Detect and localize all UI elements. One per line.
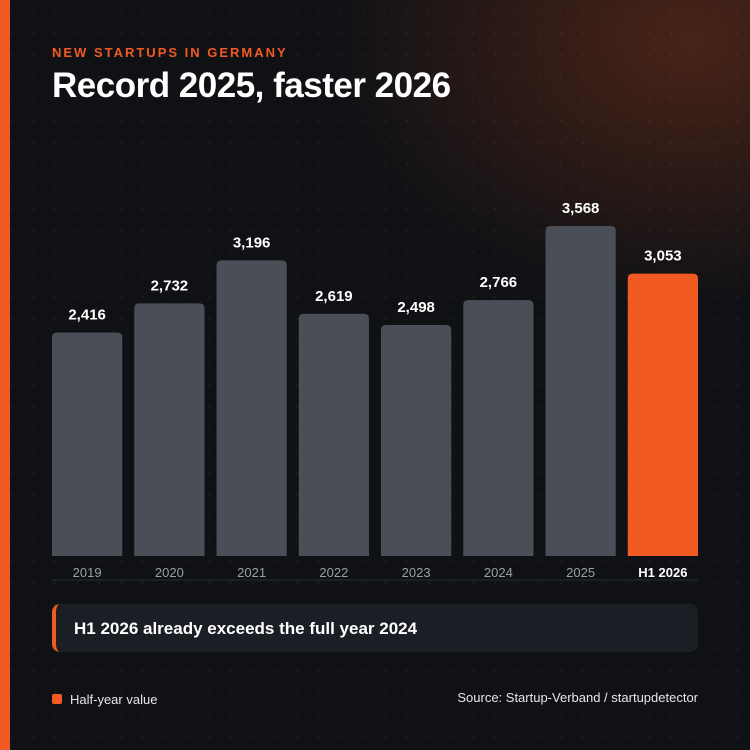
x-tick-label: H1 2026 bbox=[638, 565, 687, 580]
x-tick-label: 2025 bbox=[566, 565, 595, 580]
bar-2023 bbox=[381, 324, 452, 556]
data-label: 2,732 bbox=[151, 277, 189, 294]
callout-box: H1 2026 already exceeds the full year 20… bbox=[52, 604, 698, 652]
bar-2020 bbox=[134, 303, 205, 556]
data-label: 2,766 bbox=[480, 274, 518, 291]
chart-title: Record 2025, faster 2026 bbox=[52, 66, 451, 105]
source-note: Source: Startup-Verband / startupdetecto… bbox=[457, 690, 698, 705]
bar-chart: 2,416 2019 2,732 2020 3,196 2021 2,619 2022 2,49… bbox=[52, 200, 698, 581]
chart-kicker: NEW STARTUPS IN GERMANY bbox=[52, 45, 288, 60]
data-label: 3,053 bbox=[644, 248, 682, 265]
data-label: 3,568 bbox=[562, 200, 600, 217]
callout-text: H1 2026 already exceeds the full year 20… bbox=[74, 619, 418, 638]
legend: Half-year value bbox=[52, 690, 157, 708]
legend-label: Half-year value bbox=[70, 691, 158, 707]
data-label: 3,196 bbox=[233, 234, 271, 251]
data-label: 2,416 bbox=[68, 307, 106, 324]
bar-2025 bbox=[545, 226, 616, 556]
x-tick-label: 2023 bbox=[402, 565, 431, 580]
bar-2022 bbox=[298, 313, 369, 556]
accent-strip bbox=[0, 0, 10, 750]
x-tick-label: 2020 bbox=[155, 565, 184, 580]
bar-2019 bbox=[52, 332, 123, 556]
bar-2024 bbox=[463, 300, 534, 556]
x-tick-label: 2022 bbox=[319, 565, 348, 580]
legend-swatch bbox=[52, 694, 62, 704]
bar-h1-2026 bbox=[627, 273, 698, 556]
x-tick-label: 2019 bbox=[73, 565, 102, 580]
bar-2021 bbox=[216, 260, 287, 556]
x-tick-label: 2021 bbox=[237, 565, 266, 580]
data-label: 2,498 bbox=[397, 299, 435, 316]
data-label: 2,619 bbox=[315, 288, 353, 305]
x-tick-label: 2024 bbox=[484, 565, 513, 580]
